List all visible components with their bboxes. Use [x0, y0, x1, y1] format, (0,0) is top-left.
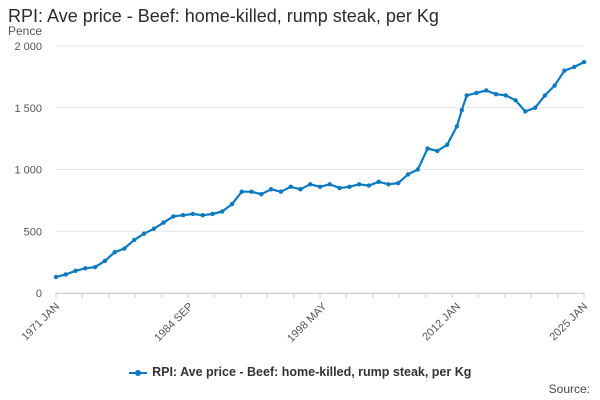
data-point — [210, 211, 215, 217]
data-point — [102, 258, 108, 264]
y-axis-unit-label: Pence — [8, 24, 42, 38]
data-point — [180, 212, 186, 218]
data-point — [503, 93, 508, 98]
chart-title: RPI: Ave price - Beef: home-killed, rump… — [8, 6, 439, 26]
y-tick-label: 0 — [36, 288, 42, 300]
data-point — [396, 180, 401, 186]
data-point — [151, 226, 156, 231]
data-point — [268, 187, 274, 192]
data-point — [581, 59, 587, 65]
data-point — [532, 105, 538, 110]
data-point — [249, 189, 254, 194]
grid-lines — [56, 45, 584, 294]
data-point — [435, 148, 440, 154]
x-tick-label: 1998 MAY — [285, 300, 330, 345]
y-axis-tick-labels: 0 500 1 000 1 500 2 000 — [14, 41, 42, 300]
data-point — [229, 201, 235, 207]
data-point — [405, 172, 411, 177]
data-point — [132, 237, 137, 243]
data-point — [239, 189, 244, 194]
data-point — [298, 187, 303, 192]
data-point — [73, 268, 78, 273]
data-point — [464, 93, 469, 98]
data-point — [337, 185, 342, 191]
data-point — [484, 88, 489, 93]
data-point — [141, 231, 147, 236]
data-point — [356, 182, 362, 187]
y-tick-label: 1 500 — [14, 103, 42, 115]
data-point — [493, 91, 499, 97]
data-point — [542, 93, 548, 98]
y-tick-label: 2 000 — [14, 41, 42, 53]
x-tick-label: 2012 JAN — [420, 301, 463, 344]
data-point — [459, 108, 464, 113]
data-point — [200, 212, 205, 218]
legend-label: RPI: Ave price - Beef: home-killed, rump… — [152, 365, 472, 379]
data-point — [259, 192, 264, 197]
data-point — [376, 179, 381, 185]
data-point — [454, 124, 460, 129]
y-tick-label: 1 000 — [14, 165, 42, 177]
data-point — [474, 90, 479, 96]
data-point — [220, 209, 225, 214]
data-point — [572, 64, 577, 70]
x-tick-label: 2025 JAN — [547, 301, 590, 344]
data-point — [83, 266, 88, 271]
data-point — [53, 274, 59, 280]
data-point — [161, 220, 166, 225]
data-point — [278, 189, 284, 194]
x-tick-label: 1971 JAN — [19, 301, 62, 344]
data-point — [444, 142, 450, 147]
data-point — [366, 183, 372, 188]
data-point — [92, 264, 98, 270]
data-point — [562, 68, 567, 73]
data-point — [288, 184, 293, 189]
data-point — [122, 246, 127, 251]
data-point — [308, 182, 313, 187]
data-point — [190, 211, 196, 217]
data-point — [386, 182, 391, 187]
data-point — [317, 184, 323, 189]
data-point — [171, 214, 176, 219]
y-tick-label: 500 — [24, 226, 42, 238]
legend: RPI: Ave price - Beef: home-killed, rump… — [0, 365, 600, 379]
series-layer — [53, 59, 587, 280]
data-point — [112, 250, 117, 255]
data-point — [327, 182, 332, 187]
data-point — [552, 83, 557, 88]
x-axis: 1971 JAN 1984 SEP 1998 MAY 2012 JAN 2025 JAN — [19, 293, 590, 345]
source-label: Source: — [548, 382, 590, 396]
data-point — [523, 109, 528, 114]
data-point — [415, 167, 420, 172]
data-point — [513, 98, 518, 103]
data-point — [425, 146, 430, 151]
x-tick-label: 1984 SEP — [152, 301, 196, 345]
data-point — [347, 184, 352, 189]
data-point — [63, 272, 68, 277]
legend-marker-icon — [128, 368, 147, 378]
